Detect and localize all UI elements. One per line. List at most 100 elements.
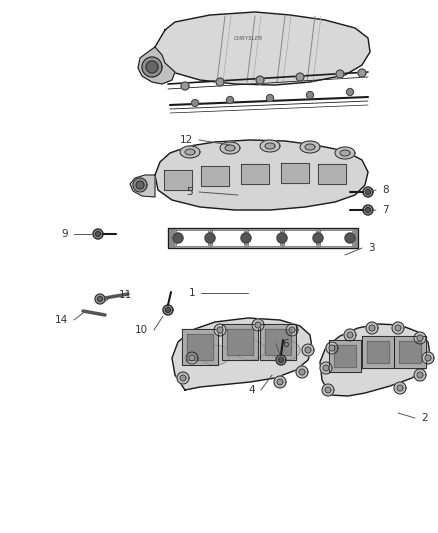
- Polygon shape: [187, 334, 212, 360]
- Polygon shape: [141, 57, 162, 77]
- Polygon shape: [346, 332, 352, 338]
- Polygon shape: [201, 166, 229, 186]
- Polygon shape: [362, 187, 372, 197]
- Polygon shape: [312, 233, 322, 243]
- Polygon shape: [269, 340, 299, 360]
- Polygon shape: [97, 296, 102, 302]
- Polygon shape: [424, 355, 430, 361]
- Polygon shape: [317, 164, 345, 184]
- Polygon shape: [362, 205, 372, 215]
- Text: 11: 11: [119, 290, 132, 300]
- Polygon shape: [191, 100, 198, 107]
- Polygon shape: [95, 231, 100, 237]
- Polygon shape: [288, 327, 294, 333]
- Text: CHRYSLER: CHRYSLER: [233, 36, 262, 41]
- Polygon shape: [421, 352, 433, 364]
- Polygon shape: [334, 147, 354, 159]
- Polygon shape: [213, 324, 226, 336]
- Polygon shape: [240, 233, 251, 243]
- Polygon shape: [225, 145, 234, 151]
- Polygon shape: [216, 327, 223, 333]
- Polygon shape: [177, 372, 189, 384]
- Polygon shape: [133, 178, 147, 192]
- Polygon shape: [212, 230, 244, 246]
- Polygon shape: [325, 342, 337, 354]
- Polygon shape: [226, 96, 233, 103]
- Polygon shape: [304, 347, 310, 353]
- Polygon shape: [222, 324, 258, 360]
- Polygon shape: [328, 340, 360, 372]
- Polygon shape: [365, 207, 370, 213]
- Polygon shape: [396, 385, 402, 391]
- Text: 4: 4: [248, 385, 254, 395]
- Polygon shape: [361, 336, 393, 368]
- Polygon shape: [357, 69, 365, 77]
- Polygon shape: [173, 233, 183, 243]
- Polygon shape: [276, 355, 285, 365]
- Polygon shape: [95, 294, 105, 304]
- Polygon shape: [234, 340, 265, 360]
- Polygon shape: [146, 61, 158, 73]
- Polygon shape: [335, 70, 343, 78]
- Polygon shape: [304, 144, 314, 150]
- Polygon shape: [200, 345, 230, 365]
- Polygon shape: [391, 322, 403, 334]
- Polygon shape: [393, 336, 425, 368]
- Polygon shape: [205, 233, 215, 243]
- Polygon shape: [265, 329, 290, 355]
- Polygon shape: [280, 163, 308, 183]
- Polygon shape: [255, 76, 263, 84]
- Polygon shape: [276, 233, 286, 243]
- Polygon shape: [138, 47, 175, 84]
- Polygon shape: [184, 149, 194, 155]
- Polygon shape: [276, 379, 283, 385]
- Polygon shape: [365, 190, 370, 195]
- Polygon shape: [319, 324, 429, 396]
- Polygon shape: [219, 142, 240, 154]
- Polygon shape: [324, 387, 330, 393]
- Polygon shape: [226, 329, 252, 355]
- Polygon shape: [164, 170, 191, 190]
- Polygon shape: [299, 141, 319, 153]
- Polygon shape: [416, 335, 422, 341]
- Polygon shape: [162, 305, 173, 315]
- Polygon shape: [346, 88, 353, 95]
- Polygon shape: [186, 352, 198, 364]
- Text: 2: 2: [420, 413, 427, 423]
- Text: 14: 14: [55, 315, 68, 325]
- Polygon shape: [180, 146, 200, 158]
- Polygon shape: [240, 164, 268, 184]
- Polygon shape: [394, 325, 400, 331]
- Polygon shape: [182, 329, 218, 365]
- Polygon shape: [328, 345, 334, 351]
- Polygon shape: [215, 78, 223, 86]
- Polygon shape: [416, 372, 422, 378]
- Text: 3: 3: [367, 243, 374, 253]
- Polygon shape: [251, 319, 263, 331]
- Text: 5: 5: [186, 187, 193, 197]
- Polygon shape: [322, 365, 328, 371]
- Polygon shape: [259, 324, 295, 360]
- Text: 10: 10: [134, 325, 148, 335]
- Polygon shape: [365, 322, 377, 334]
- Polygon shape: [254, 322, 261, 328]
- Polygon shape: [368, 325, 374, 331]
- Polygon shape: [366, 341, 388, 363]
- Polygon shape: [180, 82, 189, 90]
- Polygon shape: [247, 230, 279, 246]
- Polygon shape: [265, 143, 274, 149]
- Polygon shape: [172, 318, 311, 390]
- Polygon shape: [413, 369, 425, 381]
- Polygon shape: [259, 140, 279, 152]
- Text: 1: 1: [188, 288, 194, 298]
- Polygon shape: [165, 308, 170, 312]
- Polygon shape: [278, 358, 283, 362]
- Polygon shape: [136, 181, 144, 189]
- Polygon shape: [176, 230, 208, 246]
- Text: 8: 8: [381, 185, 388, 195]
- Polygon shape: [339, 150, 349, 156]
- Polygon shape: [266, 94, 273, 101]
- Polygon shape: [333, 345, 355, 367]
- Polygon shape: [273, 376, 285, 388]
- Polygon shape: [189, 355, 194, 361]
